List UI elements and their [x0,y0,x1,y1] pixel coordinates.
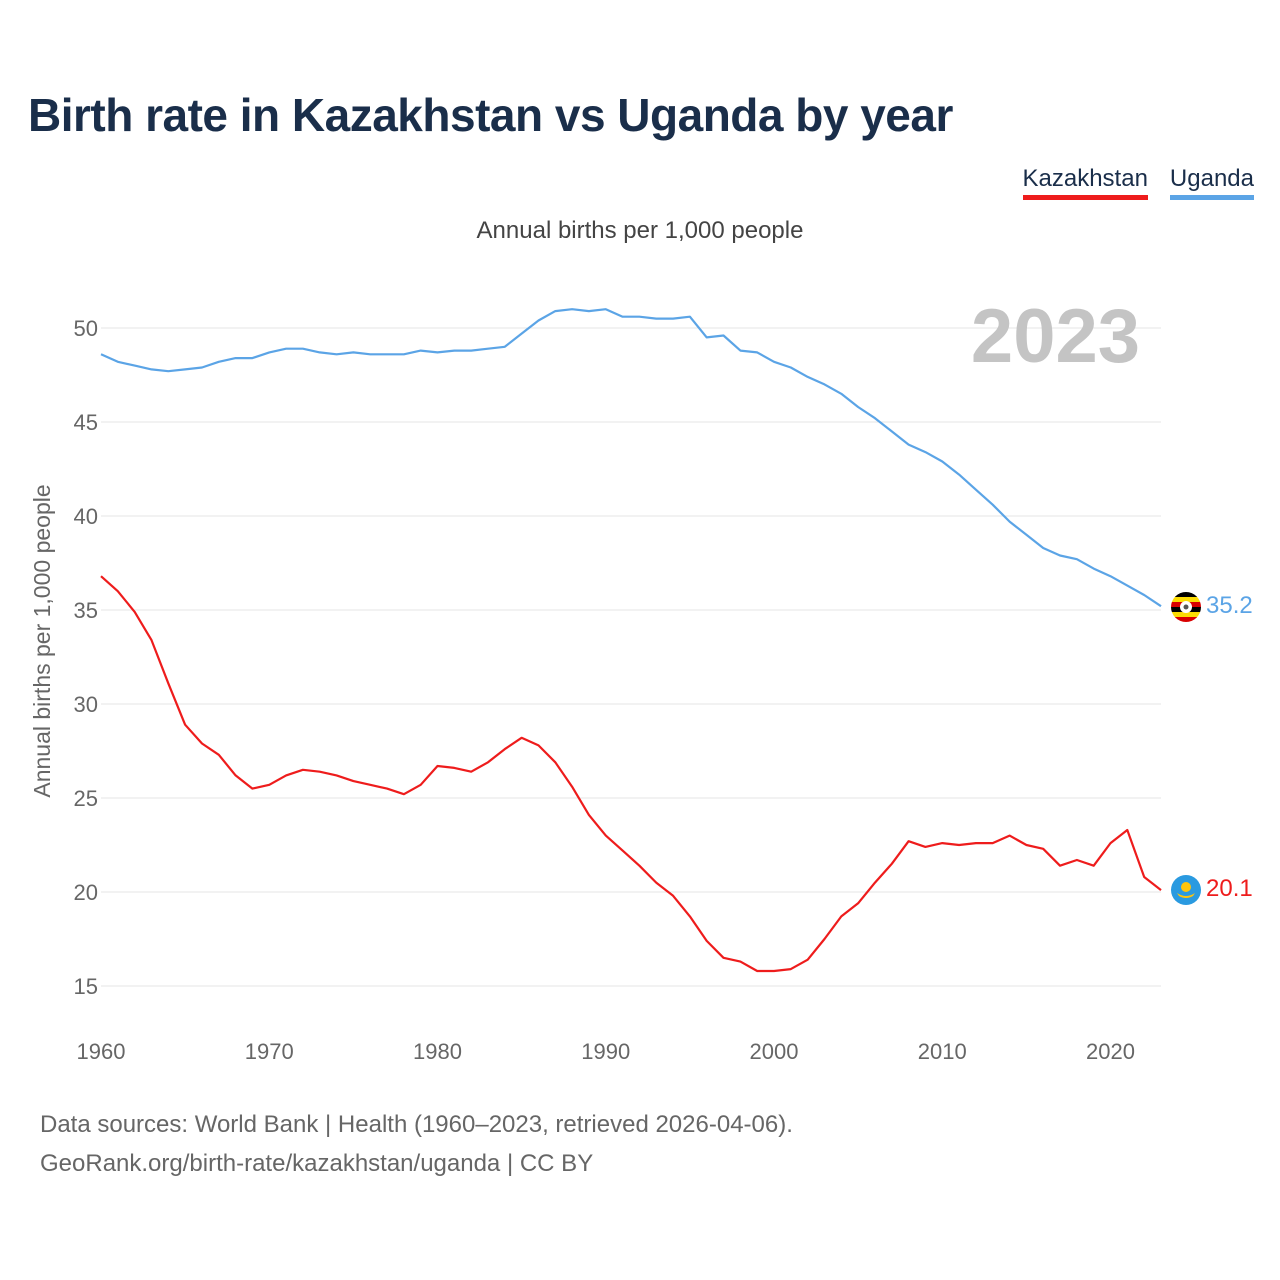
y-tick-label: 20 [74,880,98,905]
x-tick-label: 1960 [77,1039,126,1064]
y-tick-label: 45 [74,410,98,435]
x-tick-label: 2020 [1086,1039,1135,1064]
series-line-uganda [100,308,1162,608]
footer-source: Data sources: World Bank | Health (1960–… [40,1111,793,1138]
chart-subtitle: Annual births per 1,000 people [476,217,804,244]
x-tick-label: 2000 [750,1039,799,1064]
kazakhstan-flag-icon [1171,875,1201,905]
series-lines [100,308,1162,973]
uganda-flag-icon [1171,592,1201,622]
legend-item-kazakhstan[interactable]: Kazakhstan [1022,165,1148,200]
y-tick-label: 50 [74,316,98,341]
uganda-end-label: 35.2 [1206,592,1253,619]
y-tick-label: 15 [74,974,98,999]
chart-title: Birth rate in Kazakhstan vs Uganda by ye… [28,89,953,141]
y-axis-label: Annual births per 1,000 people [29,484,55,797]
y-axis-ticks: 15 20 25 30 35 40 45 50 [74,316,98,999]
footer-credit[interactable]: GeoRank.org/birth-rate/kazakhstan/uganda… [40,1150,594,1177]
y-tick-label: 35 [74,598,98,623]
footer: Data sources: World Bank | Health (1960–… [40,1105,793,1183]
y-tick-label: 30 [74,692,98,717]
x-tick-label: 2010 [918,1039,967,1064]
x-axis-ticks: 1960 1970 1980 1990 2000 2010 2020 [77,1039,1135,1064]
legend: Kazakhstan Uganda [1022,165,1254,200]
legend-item-uganda[interactable]: Uganda [1169,165,1254,200]
series-line-kazakhstan [100,575,1162,973]
y-tick-label: 25 [74,786,98,811]
grid-lines [101,327,1161,987]
x-tick-label: 1980 [413,1039,462,1064]
kazakhstan-end-label: 20.1 [1206,875,1253,902]
y-tick-label: 40 [74,504,98,529]
x-tick-label: 1970 [245,1039,294,1064]
year-watermark: 2023 [971,294,1140,379]
x-tick-label: 1990 [581,1039,630,1064]
